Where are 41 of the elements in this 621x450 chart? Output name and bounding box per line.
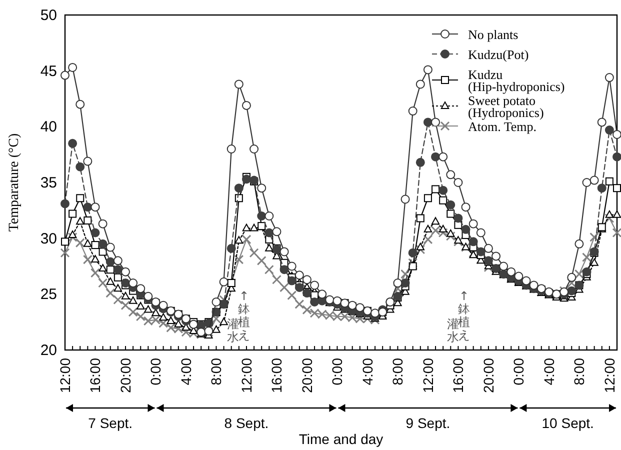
xtick-label: 20:00 (480, 358, 496, 394)
ytick-label: 50 (40, 7, 57, 24)
ytick-label: 45 (40, 62, 57, 80)
xtick-label: 12:00 (238, 358, 254, 394)
ytick-label: 25 (40, 286, 57, 304)
ytick-label: 30 (40, 230, 57, 248)
annotation: 8 Sept. (224, 415, 269, 431)
xtick-label: 16:00 (450, 358, 466, 394)
annotation: 9 Sept. (406, 415, 450, 431)
xtick-label: 20:00 (118, 358, 134, 394)
annotation: 灌水 (447, 317, 459, 344)
xtick-label: 12:00 (420, 358, 436, 394)
xtick-label: 8:00 (208, 358, 224, 386)
x-axis-title: Time and day (298, 431, 384, 447)
ytick-label: 20 (40, 342, 57, 359)
legend-label: Kudzu(Pot) (468, 47, 529, 62)
xtick-label: 4:00 (178, 358, 194, 386)
xtick-label: 0:00 (510, 358, 527, 386)
xtick-label: 0:00 (329, 358, 346, 386)
xtick-label: 8:00 (390, 358, 406, 386)
legend-label: Kudzu (Hip-hydroponics) (468, 67, 565, 94)
xtick-label: 16:00 (87, 358, 104, 394)
xtick-label: 12:00 (601, 358, 618, 394)
y-axis-title: Temparature (°C) (7, 133, 22, 232)
annotation: 7 Sept. (88, 415, 133, 431)
legend-label: Sweet potato (Hydroponics) (468, 93, 544, 120)
legend-label: Atom. Temp. (468, 119, 537, 134)
ytick-label: 35 (40, 174, 57, 192)
xtick-label: 12:00 (57, 358, 73, 394)
xtick-label: 16:00 (268, 358, 285, 394)
xtick-label: 20:00 (298, 358, 315, 394)
legend-label: No plants (468, 27, 518, 42)
annotation: 10 Sept. (542, 415, 594, 431)
xtick-label: 8:00 (571, 358, 588, 386)
xtick-label: 4:00 (540, 358, 557, 386)
annotation: ↑鉢植え (458, 289, 470, 342)
annotation: 灌水 (227, 317, 239, 344)
xtick-label: 4:00 (359, 358, 376, 386)
xtick-label: 0:00 (148, 358, 164, 386)
ytick-label: 40 (40, 118, 57, 136)
annotation: ↑鉢植え (238, 289, 250, 342)
